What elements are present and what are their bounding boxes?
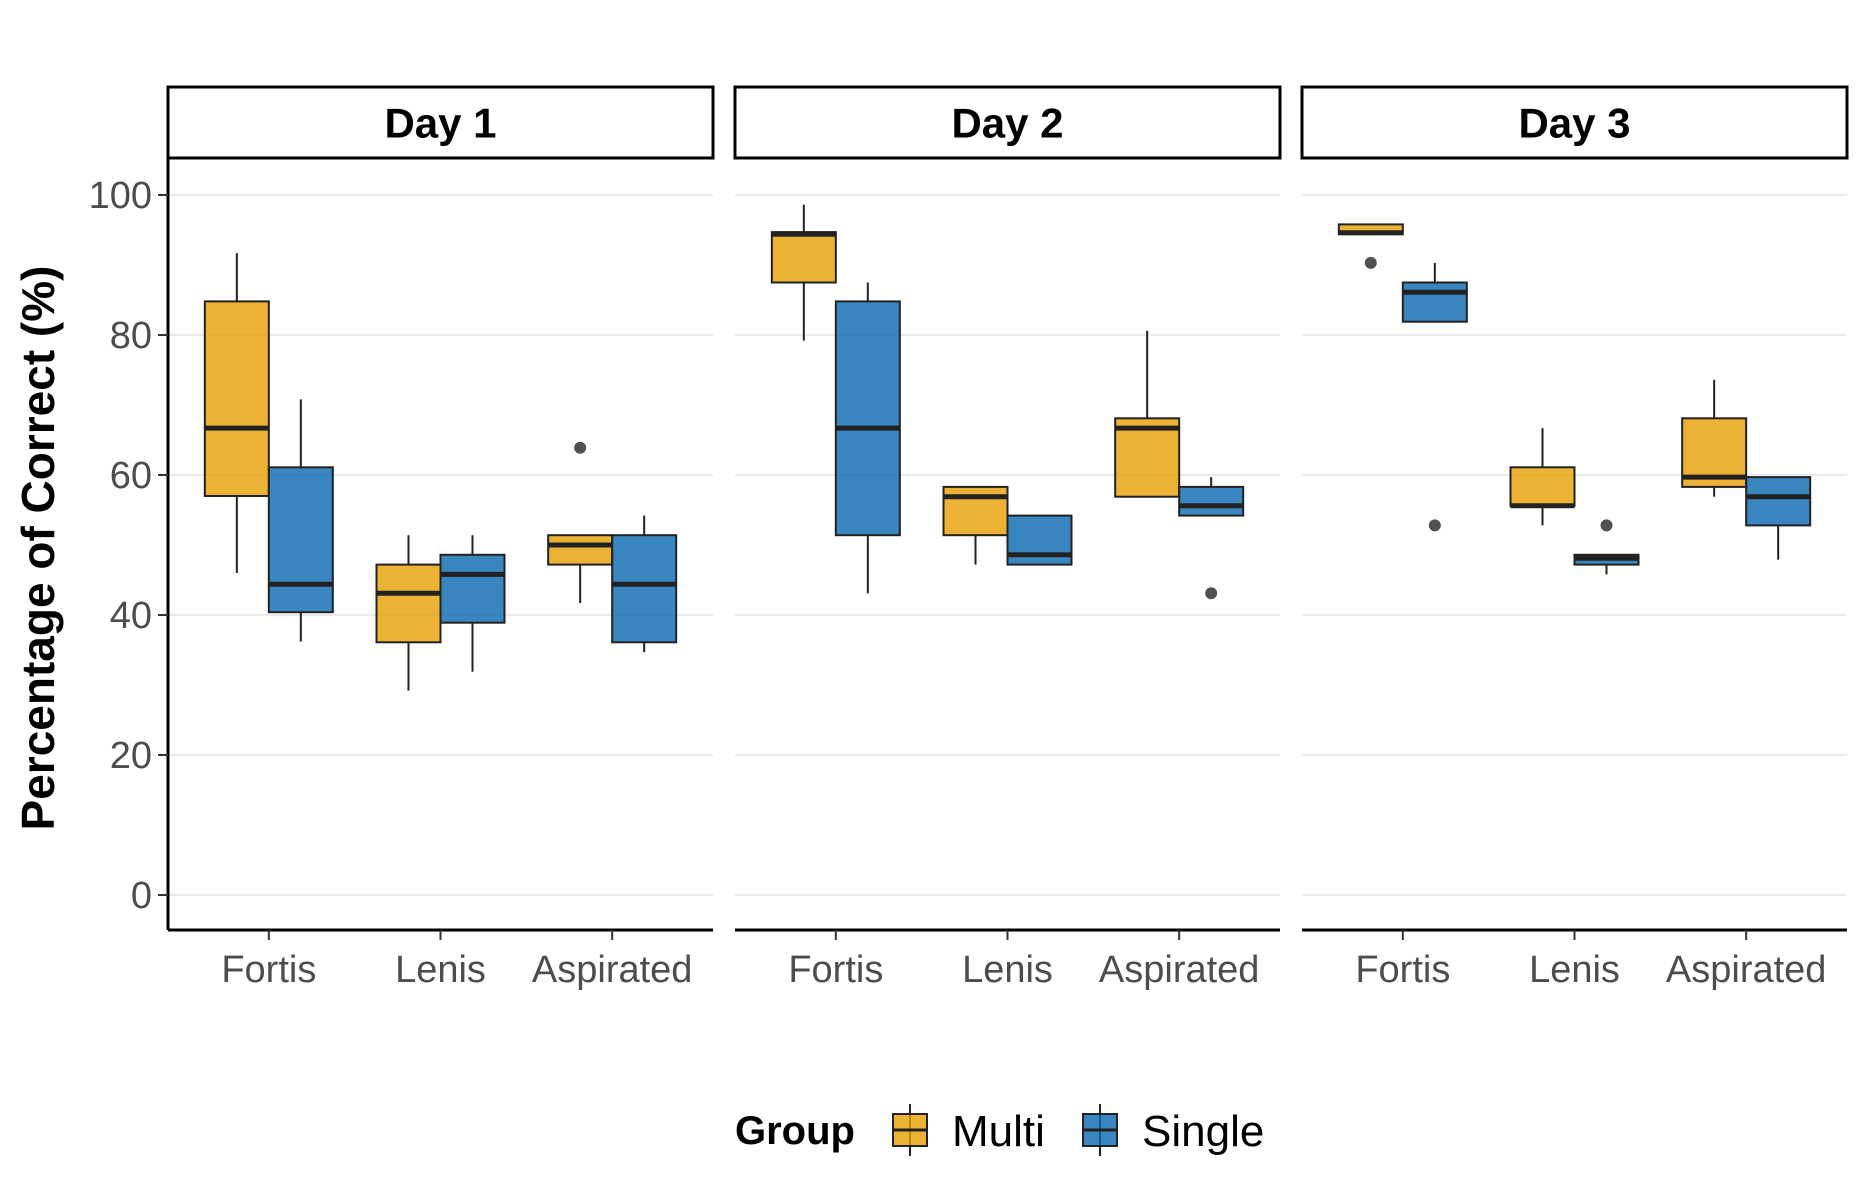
panel-3: Day 3 Fortis Lenis Aspirated: [1300, 85, 1849, 991]
box-aspirated-single: [1178, 477, 1245, 600]
facet-strip-label: Day 1: [384, 100, 496, 147]
y-axis-label: Percentage of Correct (%): [12, 266, 64, 831]
box-lenis-multi: [375, 535, 442, 691]
x-tick-label: Aspirated: [532, 949, 693, 991]
outlier-point: [1428, 519, 1441, 532]
x-tick-label: Lenis: [962, 949, 1053, 991]
y-tick-label: 80: [110, 315, 152, 357]
x-tick-label: Fortis: [788, 949, 883, 991]
box-lenis-multi: [1509, 428, 1576, 526]
x-tick-label: Fortis: [1355, 949, 1450, 991]
panel-1: Day 1 0 20 40 60 80 100 Fortis Lenis Aspirated: [89, 85, 715, 991]
legend-title: Group: [735, 1109, 855, 1153]
iqr-box: [770, 231, 837, 284]
box-lenis-single: [1573, 519, 1640, 575]
box-fortis-single: [834, 282, 901, 594]
box-aspirated-multi: [1681, 379, 1748, 497]
box-fortis-multi: [770, 204, 837, 341]
box-fortis-multi: [203, 253, 270, 573]
x-tick-label: Aspirated: [1666, 949, 1827, 991]
y-tick-label: 0: [131, 875, 152, 917]
x-tick-label: Lenis: [395, 949, 486, 991]
y-tick-label: 60: [110, 455, 152, 497]
y-tick-label: 100: [89, 175, 152, 217]
iqr-box: [834, 300, 901, 537]
iqr-box: [375, 563, 442, 644]
box-aspirated-single: [1745, 476, 1812, 560]
outlier-point: [574, 441, 587, 454]
y-tick-label: 40: [110, 595, 152, 637]
iqr-box: [1178, 485, 1245, 517]
iqr-box: [1114, 417, 1181, 498]
box-fortis-single: [1401, 262, 1468, 532]
legend-label-single: Single: [1142, 1107, 1264, 1156]
legend-key-multi: [892, 1104, 928, 1156]
facet-strip-label: Day 3: [1518, 100, 1630, 147]
iqr-box: [942, 485, 1009, 537]
facet-strip-label: Day 2: [951, 100, 1063, 147]
box-fortis-single: [267, 399, 334, 642]
legend: Group Multi Single: [735, 1104, 1264, 1156]
legend-key-single: [1082, 1104, 1118, 1156]
x-tick-label: Lenis: [1529, 949, 1620, 991]
iqr-box: [439, 553, 506, 624]
box-aspirated-multi: [1114, 330, 1181, 498]
box-lenis-single: [439, 535, 506, 672]
box-fortis-multi: [1337, 223, 1404, 269]
iqr-box: [1509, 466, 1576, 507]
outlier-point: [1205, 587, 1218, 600]
outlier-point: [1364, 256, 1377, 269]
x-tick-label: Fortis: [221, 949, 316, 991]
legend-label-multi: Multi: [952, 1107, 1045, 1156]
outlier-point: [1600, 519, 1613, 532]
facet-strip: [733, 85, 1282, 160]
iqr-box: [1401, 281, 1468, 323]
iqr-box: [267, 466, 334, 614]
facet-strip: [166, 85, 715, 160]
iqr-box: [1745, 476, 1812, 527]
iqr-box: [203, 300, 270, 497]
facet-strip: [1300, 85, 1849, 160]
panel-2: Day 2 Fortis Lenis Aspirated: [733, 85, 1282, 991]
box-lenis-single: [1006, 514, 1073, 566]
box-aspirated-multi: [547, 441, 614, 604]
x-tick-label: Aspirated: [1099, 949, 1260, 991]
box-aspirated-single: [611, 515, 678, 653]
iqr-box: [611, 534, 678, 644]
box-lenis-multi: [942, 485, 1009, 565]
y-tick-label: 20: [110, 735, 152, 777]
iqr-box: [547, 534, 614, 566]
